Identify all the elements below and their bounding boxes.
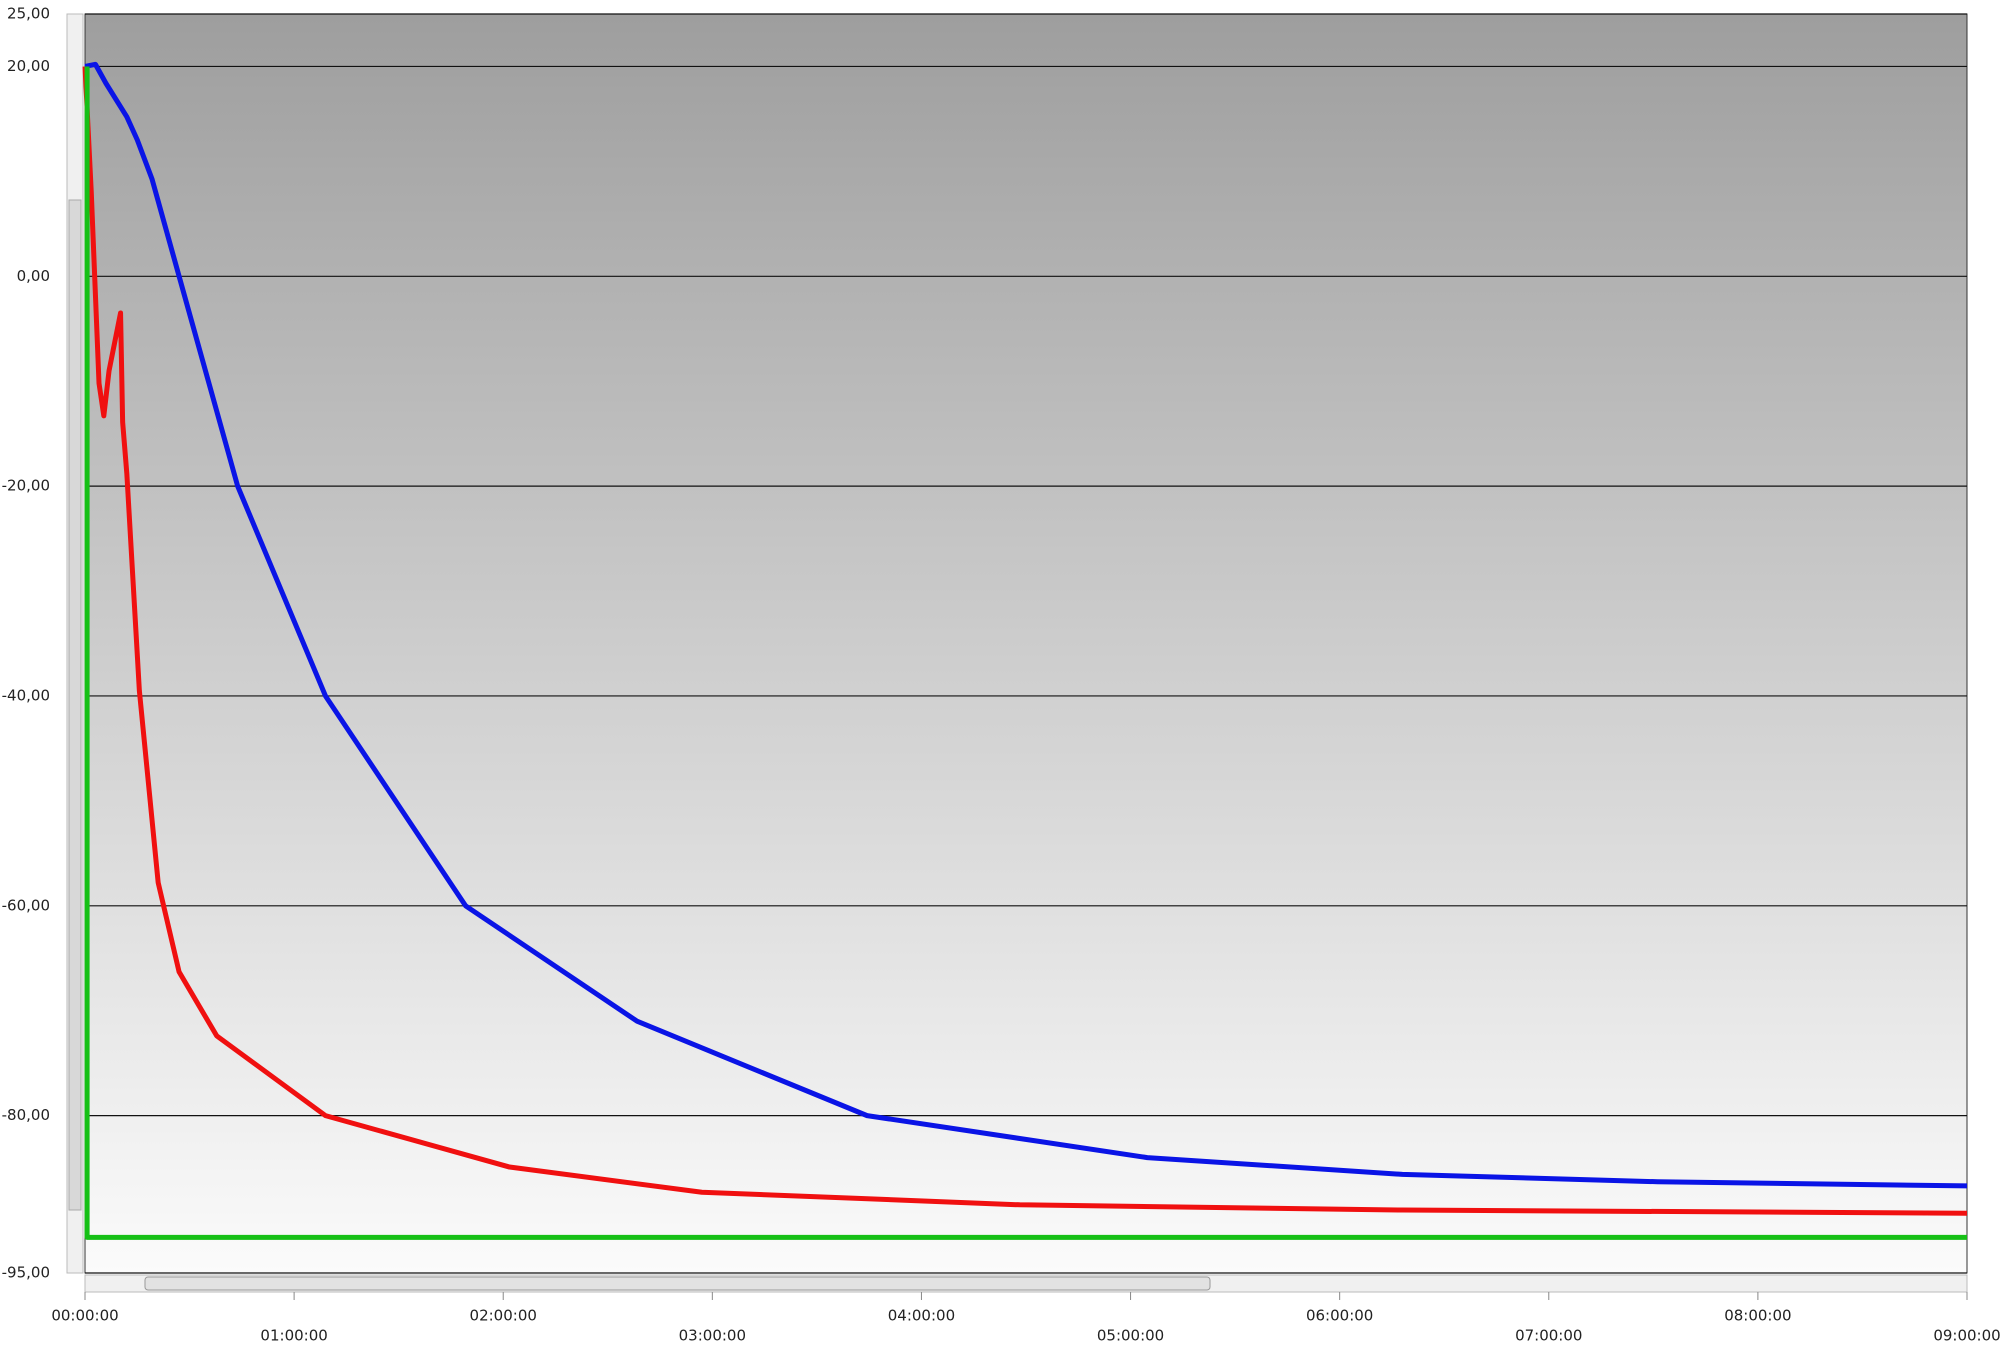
scroll-thumb[interactable] (68, 199, 82, 1211)
series-line (82, 66, 1968, 1216)
x-tick-label: 00:00:00 (51, 1307, 118, 1325)
plot-area (84, 13, 1968, 1274)
series-line (84, 66, 1967, 1240)
x-tick-label: 06:00:00 (1306, 1307, 1373, 1325)
y-tick-label: -80,00 (2, 1106, 50, 1124)
y-tick-label: -40,00 (2, 686, 50, 704)
grid (85, 13, 1967, 1274)
x-tick-label: 03:00:00 (679, 1327, 746, 1345)
x-tick-label: 02:00:00 (470, 1307, 537, 1325)
x-tick-label: 09:00:00 (1933, 1327, 2000, 1345)
axis-labels: 25,00 20,00 0,00 -20,00 -40,00 -60,00 -80,00 -9… (2, 5, 2000, 1345)
x-tick-label: 08:00:00 (1724, 1307, 1791, 1325)
x-tick-label: 04:00:00 (888, 1307, 955, 1325)
y-tick-label: 20,00 (7, 57, 50, 75)
y-tick-label: -95,00 (2, 1264, 50, 1282)
x-tick-label: 05:00:00 (1097, 1327, 1164, 1345)
series-lines (82, 61, 1968, 1240)
series-line (84, 61, 1968, 1189)
y-tick-label: -20,00 (2, 477, 50, 495)
y-tick-label: 0,00 (17, 267, 50, 285)
scroll-thumb[interactable] (144, 1276, 1211, 1291)
y-tick-label: 25,00 (7, 5, 50, 23)
x-tick-label: 07:00:00 (1515, 1327, 1582, 1345)
y-tick-label: -60,00 (2, 896, 50, 914)
x-tick-label: 01:00:00 (260, 1327, 327, 1345)
